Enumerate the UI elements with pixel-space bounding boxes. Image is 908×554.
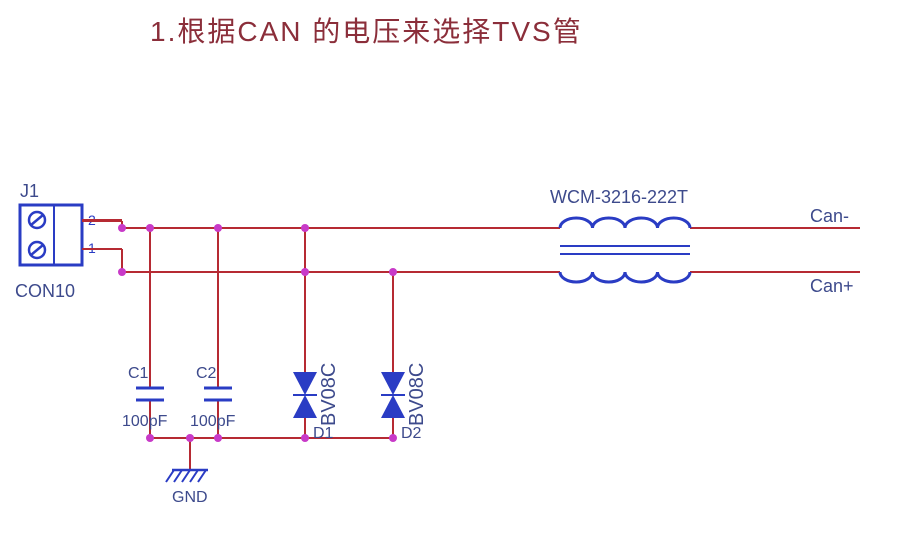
ground-label: GND <box>172 489 208 506</box>
cap-value: 100pF <box>122 413 168 430</box>
tvs-diodes: D1BV08CD2BV08C <box>293 363 428 442</box>
connector-part: CON10 <box>15 281 75 301</box>
schematic-canvas: J1 2 1 CON10 C1100pFC2100pF D1BV08CD2BV0… <box>0 0 908 554</box>
connector-j1: J1 2 1 CON10 <box>15 181 96 301</box>
choke-part: WCM-3216-222T <box>550 187 688 207</box>
diode-part: BV08C <box>406 363 428 426</box>
cap-ref: C2 <box>196 365 217 382</box>
diode-part: BV08C <box>318 363 340 426</box>
connector-screws <box>29 205 54 265</box>
output-can-plus: Can+ <box>810 276 854 296</box>
cap-ref: C1 <box>128 365 149 382</box>
output-can-minus: Can- <box>810 206 849 226</box>
connector-ref: J1 <box>20 181 39 201</box>
choke: WCM-3216-222T <box>550 187 690 282</box>
junctions <box>118 224 397 442</box>
connector-body <box>20 205 82 265</box>
ground-symbol: GND <box>166 470 208 506</box>
cap-value: 100pF <box>190 413 236 430</box>
wires <box>82 220 860 470</box>
diode-ref: D2 <box>401 425 422 442</box>
diode-ref: D1 <box>313 425 334 442</box>
